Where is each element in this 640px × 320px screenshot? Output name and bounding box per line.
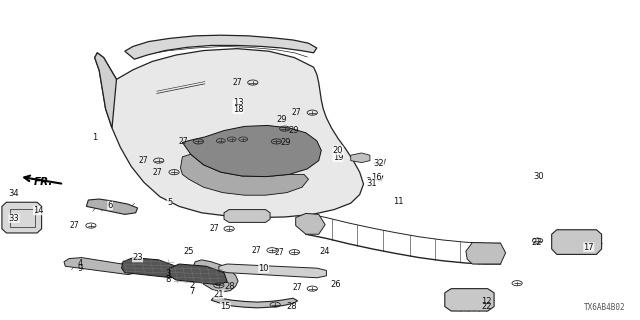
Polygon shape xyxy=(211,297,298,308)
Text: 19: 19 xyxy=(333,153,343,162)
Polygon shape xyxy=(224,210,270,222)
Polygon shape xyxy=(64,258,140,275)
Text: 22: 22 xyxy=(531,238,541,247)
Text: FR.: FR. xyxy=(34,177,53,187)
Text: 24: 24 xyxy=(320,247,330,256)
Text: 27: 27 xyxy=(139,156,148,165)
Polygon shape xyxy=(466,243,506,264)
Text: 16: 16 xyxy=(371,173,381,182)
Text: 14: 14 xyxy=(33,206,44,215)
Text: 29: 29 xyxy=(280,138,291,147)
Text: 27: 27 xyxy=(291,108,301,117)
Polygon shape xyxy=(170,264,227,285)
Text: 3: 3 xyxy=(165,269,170,278)
Polygon shape xyxy=(125,35,317,59)
Polygon shape xyxy=(219,264,326,278)
Text: 9: 9 xyxy=(77,264,83,273)
Text: 27: 27 xyxy=(292,284,302,292)
Text: 27: 27 xyxy=(209,224,219,233)
Polygon shape xyxy=(95,53,116,128)
Text: 1: 1 xyxy=(92,133,97,142)
Text: 22: 22 xyxy=(481,302,492,311)
Text: 27: 27 xyxy=(179,137,188,146)
Text: 29: 29 xyxy=(288,126,298,135)
Text: 26: 26 xyxy=(331,280,341,289)
Text: 17: 17 xyxy=(584,243,594,252)
Text: 11: 11 xyxy=(393,197,403,206)
Polygon shape xyxy=(351,153,370,163)
Text: 21: 21 xyxy=(214,290,224,299)
Text: 30: 30 xyxy=(534,172,544,181)
Text: 27: 27 xyxy=(252,246,261,255)
Text: 27: 27 xyxy=(275,248,284,257)
Text: 7: 7 xyxy=(189,287,195,296)
Text: 18: 18 xyxy=(233,105,243,114)
Polygon shape xyxy=(180,154,308,195)
Text: TX6AB4B02: TX6AB4B02 xyxy=(584,303,626,312)
Text: 6: 6 xyxy=(108,201,113,210)
Text: 15: 15 xyxy=(220,302,230,311)
Text: 4: 4 xyxy=(77,259,83,268)
Polygon shape xyxy=(552,230,602,254)
Text: 8: 8 xyxy=(165,275,170,284)
Text: 12: 12 xyxy=(481,297,492,306)
Text: 13: 13 xyxy=(233,98,243,107)
Text: 5: 5 xyxy=(167,198,172,207)
Text: 20: 20 xyxy=(333,146,343,155)
Text: 31: 31 xyxy=(366,179,376,188)
Polygon shape xyxy=(182,125,321,177)
Text: 28: 28 xyxy=(287,302,298,311)
Polygon shape xyxy=(122,258,179,278)
Text: 27: 27 xyxy=(153,168,163,177)
Polygon shape xyxy=(86,199,138,214)
Text: 28: 28 xyxy=(224,282,235,291)
Text: 23: 23 xyxy=(132,253,143,262)
Text: 2: 2 xyxy=(189,281,195,290)
Polygon shape xyxy=(2,202,42,233)
Text: 34: 34 xyxy=(9,189,19,198)
Text: 27: 27 xyxy=(70,221,79,230)
Polygon shape xyxy=(296,213,325,234)
Polygon shape xyxy=(193,260,238,292)
Text: 25: 25 xyxy=(184,247,194,256)
Polygon shape xyxy=(445,289,494,311)
Text: 27: 27 xyxy=(232,78,242,87)
Text: 10: 10 xyxy=(259,264,269,273)
Text: 29: 29 xyxy=(276,116,287,124)
Text: 33: 33 xyxy=(9,214,19,223)
Polygon shape xyxy=(95,49,364,218)
Text: 32: 32 xyxy=(374,159,384,168)
